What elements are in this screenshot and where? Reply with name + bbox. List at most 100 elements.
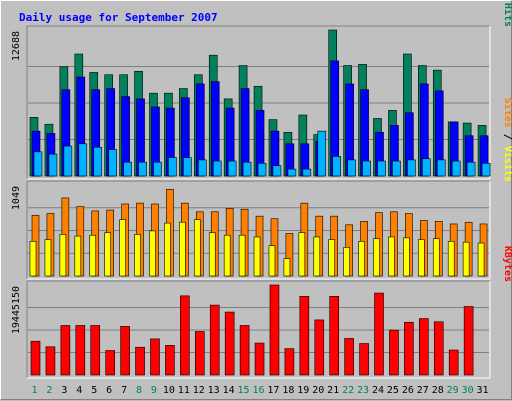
bar-visits <box>328 239 336 277</box>
panel-hits: 12688 Pages / Files / Hits <box>11 1 512 180</box>
panel-visits: 1049 Sites / Visits <box>11 98 512 280</box>
legend-separator: / <box>502 128 512 146</box>
bar-kbytes <box>75 325 86 376</box>
bar-visits <box>432 238 440 277</box>
bar-pages <box>257 163 267 177</box>
bar-pages <box>481 163 491 177</box>
bar-visits <box>388 236 395 277</box>
x-tick-label: 8 <box>136 385 142 396</box>
bar-kbytes <box>374 292 384 376</box>
x-tick-label: 11 <box>178 385 190 396</box>
bar-kbytes <box>209 304 220 376</box>
y-max-label: 19445150 <box>11 286 22 334</box>
bar-pages <box>168 157 177 177</box>
bar-pages <box>48 153 58 177</box>
bar-visits <box>343 247 350 277</box>
bar-visits <box>268 245 276 277</box>
bar-kbytes <box>224 311 235 376</box>
bar-pages <box>317 130 327 177</box>
bar-kbytes <box>60 325 71 376</box>
bar-pages <box>227 160 237 177</box>
x-tick-label: 17 <box>267 385 279 396</box>
bar-kbytes <box>448 349 459 376</box>
x-tick-label: 23 <box>357 385 369 396</box>
bar-pages <box>78 143 88 177</box>
bar-pages <box>153 161 162 177</box>
bar-kbytes <box>165 345 175 376</box>
y-max-label: 1049 <box>11 186 22 210</box>
x-tick-label: 3 <box>61 385 67 396</box>
bar-visits <box>253 236 261 277</box>
bar-visits <box>462 241 470 277</box>
legend-entry: Hits <box>502 3 512 27</box>
legend: Sites / Visits <box>502 98 512 182</box>
x-tick-label: 28 <box>432 385 444 396</box>
bar-kbytes <box>284 348 295 376</box>
bar-kbytes <box>90 325 101 376</box>
bar-visits <box>179 221 186 277</box>
x-tick-label: 29 <box>447 385 459 396</box>
x-tick-label: 9 <box>151 385 157 396</box>
bar-pages <box>332 156 342 177</box>
bar-visits <box>313 236 321 277</box>
x-tick-label: 2 <box>46 385 52 396</box>
bar-pages <box>63 145 73 177</box>
bar-visits <box>134 234 141 277</box>
x-tick-label: 1 <box>31 385 37 396</box>
bar-pages <box>93 146 103 177</box>
bar-visits <box>89 234 97 277</box>
x-tick-label: 14 <box>223 385 235 396</box>
bar-visits <box>373 238 380 277</box>
x-tick-label: 7 <box>121 385 127 396</box>
bar-pages <box>272 165 282 177</box>
bar-pages <box>212 160 222 177</box>
x-tick-label: 19 <box>297 385 309 396</box>
bar-pages <box>422 158 431 177</box>
bar-visits <box>477 242 485 277</box>
bar-kbytes <box>344 338 354 376</box>
bar-kbytes <box>463 306 474 376</box>
legend: KBytes <box>502 246 512 282</box>
bar-visits <box>29 241 37 277</box>
bar-visits <box>403 237 410 277</box>
bar-pages <box>407 159 416 177</box>
bar-pages <box>108 149 117 177</box>
x-tick-label: 5 <box>91 385 97 396</box>
bar-pages <box>392 160 401 177</box>
bar-visits <box>74 235 82 277</box>
chart-panels: 12688 Pages / Files / Hits 1049 Sites / Vis… <box>11 1 512 379</box>
bar-kbytes <box>419 318 429 376</box>
x-tick-label: 21 <box>327 385 339 396</box>
bar-pages <box>287 168 297 177</box>
bar-pages <box>347 159 356 177</box>
legend-entry: KBytes <box>502 246 512 282</box>
y-max-label: 12688 <box>11 31 22 61</box>
bar-kbytes <box>404 321 414 376</box>
bar-kbytes <box>433 321 444 376</box>
x-tick-label: 27 <box>417 385 429 396</box>
bar-visits <box>164 222 171 277</box>
x-tick-label: 6 <box>106 385 112 396</box>
bar-kbytes <box>194 331 205 376</box>
bar-pages <box>466 161 476 177</box>
bar-kbytes <box>105 350 115 376</box>
bar-kbytes <box>30 340 41 376</box>
legend-entry: Sites <box>502 98 512 128</box>
x-tick-label: 25 <box>387 385 399 396</box>
bar-visits <box>208 232 216 277</box>
x-tick-label: 22 <box>342 385 354 396</box>
bar-pages <box>183 157 192 177</box>
bar-kbytes <box>389 329 399 376</box>
bar-kbytes <box>45 346 56 376</box>
bar-visits <box>418 239 425 277</box>
x-tick-label: 24 <box>372 385 384 396</box>
bar-visits <box>59 234 67 277</box>
bar-visits <box>149 230 156 277</box>
x-tick-label: 16 <box>252 385 264 396</box>
bar-visits <box>447 241 455 277</box>
bar-pages <box>242 161 252 177</box>
bar-visits <box>44 239 52 277</box>
x-tick-label: 4 <box>76 385 82 396</box>
bar-visits <box>238 234 246 277</box>
